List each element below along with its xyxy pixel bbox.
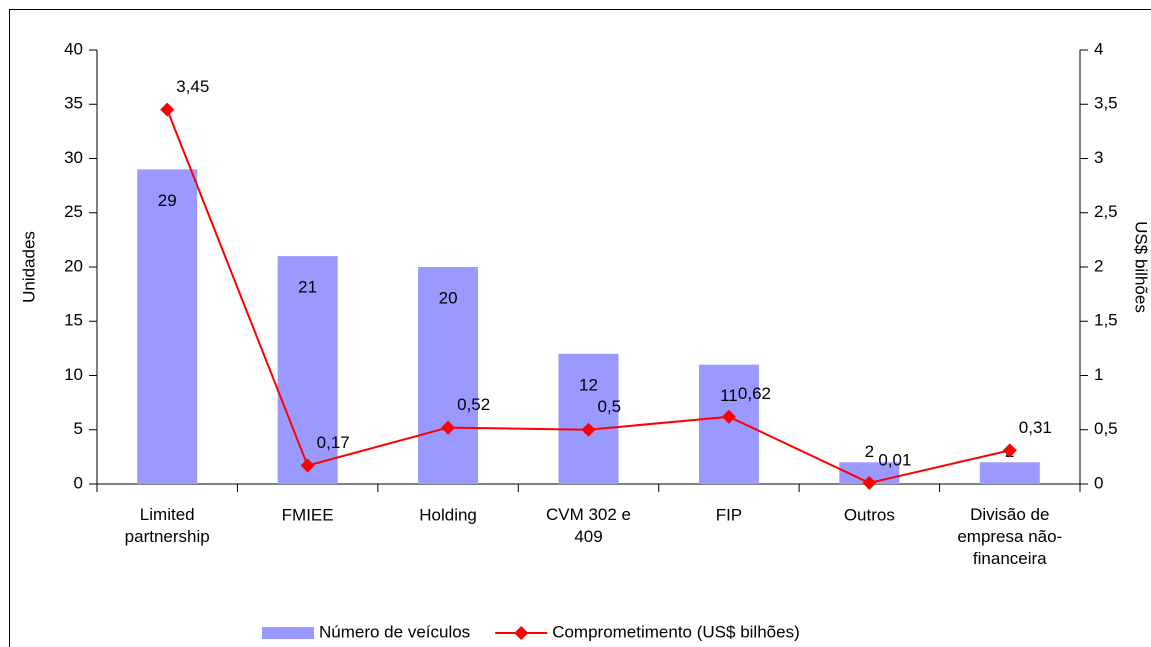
x-tick-label: Outros <box>844 505 895 524</box>
y-axis-label: Unidades <box>19 231 38 303</box>
bar-value-label: 29 <box>158 191 177 210</box>
y-tick-label: 15 <box>64 311 83 330</box>
bar <box>558 353 619 484</box>
line-value-label: 0,62 <box>738 384 771 403</box>
chart-frame <box>9 9 1151 647</box>
y2-tick-label: 4 <box>1094 39 1103 58</box>
line-value-label: 0,01 <box>878 450 911 469</box>
legend-swatch <box>262 627 314 639</box>
y-tick-label: 10 <box>64 365 83 384</box>
line-value-label: 0,5 <box>598 397 622 416</box>
bar-value-label: 21 <box>298 278 317 297</box>
bar-value-label: 12 <box>579 375 598 394</box>
y-tick-label: 5 <box>74 419 83 438</box>
y2-tick-label: 1 <box>1094 365 1103 384</box>
y2-tick-label: 2 <box>1094 256 1103 275</box>
y-tick-label: 35 <box>64 94 83 113</box>
y2-axis-label: US$ bilhões <box>1132 221 1151 313</box>
x-tick-label: FIP <box>716 505 742 524</box>
line-marker <box>1002 443 1017 458</box>
y2-tick-label: 0 <box>1094 473 1103 492</box>
line-marker <box>862 475 877 490</box>
y-tick-label: 0 <box>74 473 83 492</box>
y-tick-label: 30 <box>64 148 83 167</box>
bar <box>137 169 198 484</box>
legend-marker <box>514 626 529 640</box>
y2-tick-label: 1,5 <box>1094 311 1118 330</box>
bar-value-label: 20 <box>439 288 458 307</box>
line-marker <box>441 420 456 435</box>
y-tick-label: 25 <box>64 202 83 221</box>
legend-label: Comprometimento (US$ bilhões) <box>552 622 800 641</box>
y2-tick-label: 2,5 <box>1094 202 1118 221</box>
line-marker <box>300 458 315 473</box>
y2-tick-label: 3 <box>1094 148 1103 167</box>
bar-value-label: 11 <box>720 386 738 405</box>
x-tick-label: CVM 302 e 409 <box>546 505 631 546</box>
bar <box>698 364 759 484</box>
x-tick-label: FMIEE <box>282 505 334 524</box>
line-marker <box>160 102 175 117</box>
y2-tick-label: 0,5 <box>1094 419 1118 438</box>
x-tick-label: Divisão de empresa não-financeira <box>957 505 1062 568</box>
bar <box>277 256 338 484</box>
x-tick-label: Holding <box>419 505 477 524</box>
line-value-label: 0,52 <box>457 395 490 414</box>
line-value-label: 0,17 <box>317 433 350 452</box>
bar <box>418 267 479 484</box>
legend-label: Número de veículos <box>319 622 470 641</box>
line-marker <box>581 422 596 437</box>
x-tick-label: Limited partnership <box>125 505 210 546</box>
y-tick-label: 20 <box>64 256 83 275</box>
bar-value-label: 2 <box>865 442 874 461</box>
y2-tick-label: 3,5 <box>1094 94 1118 113</box>
y-tick-label: 40 <box>64 39 83 58</box>
bar <box>979 462 1040 484</box>
line-value-label: 0,31 <box>1019 418 1052 437</box>
line-marker <box>721 409 736 424</box>
line-value-label: 3,45 <box>176 77 209 96</box>
